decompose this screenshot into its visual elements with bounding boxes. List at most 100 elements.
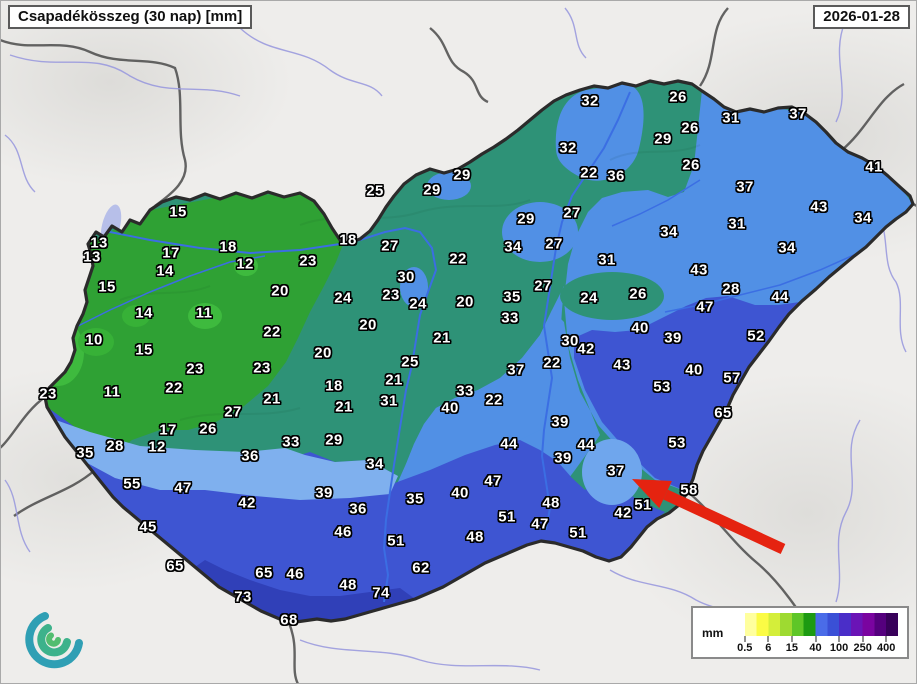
legend-tick-label: 0.5 — [737, 642, 753, 654]
precip-value: 13 — [90, 234, 108, 252]
precip-value: 53 — [668, 434, 686, 452]
legend-tick-mark — [885, 636, 887, 642]
precip-value: 26 — [199, 420, 217, 438]
precip-value: 34 — [366, 455, 384, 473]
red-arrow-shaft — [663, 489, 786, 554]
precip-value: 34 — [778, 239, 796, 257]
precip-value: 21 — [433, 329, 451, 347]
precip-value: 29 — [325, 431, 343, 449]
precip-value: 18 — [325, 377, 343, 395]
legend-tick-mark — [744, 636, 746, 642]
precip-value: 48 — [339, 576, 357, 594]
precip-value: 73 — [234, 588, 252, 606]
precip-value: 25 — [401, 353, 419, 371]
precip-value: 23 — [39, 385, 57, 403]
precip-value: 34 — [504, 238, 522, 256]
precip-value: 14 — [156, 262, 174, 280]
precip-value: 35 — [76, 444, 94, 462]
precip-value: 62 — [412, 559, 430, 577]
red-arrow-head — [632, 479, 672, 509]
precip-value: 14 — [135, 304, 153, 322]
precip-value: 30 — [561, 332, 579, 350]
legend-tick-label: 100 — [829, 642, 849, 654]
legend-tick-mark — [838, 636, 840, 642]
precip-value: 48 — [466, 528, 484, 546]
precip-value: 43 — [810, 198, 828, 216]
precip-value: 27 — [534, 277, 552, 295]
precip-value: 22 — [580, 164, 598, 182]
precip-value: 28 — [106, 437, 124, 455]
precip-value: 24 — [580, 289, 598, 307]
precip-value: 27 — [381, 237, 399, 255]
legend-tick-mark — [767, 636, 769, 642]
precip-value: 46 — [286, 565, 304, 583]
precip-value: 51 — [498, 508, 516, 526]
legend-tick-mark — [815, 636, 816, 642]
precip-value: 46 — [334, 523, 352, 541]
precip-value: 31 — [722, 109, 740, 127]
legend-tick-mark — [862, 636, 864, 642]
precip-value: 15 — [98, 278, 116, 296]
precip-value: 36 — [607, 167, 625, 185]
precip-value: 58 — [680, 481, 698, 499]
precip-value: 68 — [280, 611, 298, 629]
met-service-spiral-logo — [25, 612, 83, 669]
precip-value: 42 — [614, 504, 632, 522]
precip-value: 35 — [406, 490, 424, 508]
precip-value: 20 — [456, 293, 474, 311]
precip-value: 36 — [241, 447, 259, 465]
precip-value: 23 — [382, 286, 400, 304]
precip-value: 44 — [771, 288, 789, 306]
precip-value: 43 — [613, 356, 631, 374]
precip-value: 47 — [696, 298, 714, 316]
map-date-box: 2026-01-28 — [813, 5, 910, 29]
legend-tick-label: 400 — [877, 642, 896, 654]
color-scale-bar — [733, 613, 898, 636]
legend-unit-label: mm — [702, 626, 724, 640]
precip-value: 31 — [598, 251, 616, 269]
precip-value: 47 — [174, 479, 192, 497]
precip-value: 51 — [387, 532, 405, 550]
precip-value: 31 — [380, 392, 398, 410]
precip-value: 20 — [359, 316, 377, 334]
precip-value: 15 — [135, 341, 153, 359]
precip-value: 12 — [148, 438, 166, 456]
precip-value: 22 — [263, 323, 281, 341]
precip-value: 47 — [484, 472, 502, 490]
precip-value: 13 — [83, 248, 101, 266]
precip-value: 26 — [681, 119, 699, 137]
precip-value: 34 — [854, 209, 872, 227]
map-title-box: Csapadékösszeg (30 nap) [mm] — [8, 5, 253, 29]
precip-value: 26 — [669, 88, 687, 106]
precip-value: 29 — [517, 210, 535, 228]
precip-value: 47 — [531, 515, 549, 533]
precip-value: 45 — [139, 518, 157, 536]
precip-value: 37 — [607, 462, 625, 480]
precip-value: 65 — [166, 557, 184, 575]
precip-value: 65 — [255, 564, 273, 582]
precip-value: 12 — [236, 255, 254, 273]
precip-value: 41 — [865, 158, 883, 176]
precip-value: 22 — [449, 250, 467, 268]
precip-value: 21 — [263, 390, 281, 408]
precip-value: 57 — [723, 369, 741, 387]
precip-value: 39 — [664, 329, 682, 347]
precip-value: 48 — [542, 494, 560, 512]
legend-tick-label: 15 — [785, 642, 799, 654]
legend-tick-mark — [791, 636, 793, 642]
precip-value: 23 — [299, 252, 317, 270]
precip-value: 32 — [581, 92, 599, 110]
precip-value: 33 — [456, 382, 474, 400]
legend-tick-label: 6 — [765, 642, 772, 654]
precip-value: 10 — [85, 331, 103, 349]
legend-tick-label: 40 — [809, 642, 822, 654]
precip-value: 29 — [423, 181, 441, 199]
precip-value: 36 — [349, 500, 367, 518]
precip-value: 34 — [660, 223, 678, 241]
precip-value: 33 — [501, 309, 519, 327]
precip-value: 20 — [314, 344, 332, 362]
precip-value: 31 — [728, 215, 746, 233]
precip-value: 37 — [736, 178, 754, 196]
